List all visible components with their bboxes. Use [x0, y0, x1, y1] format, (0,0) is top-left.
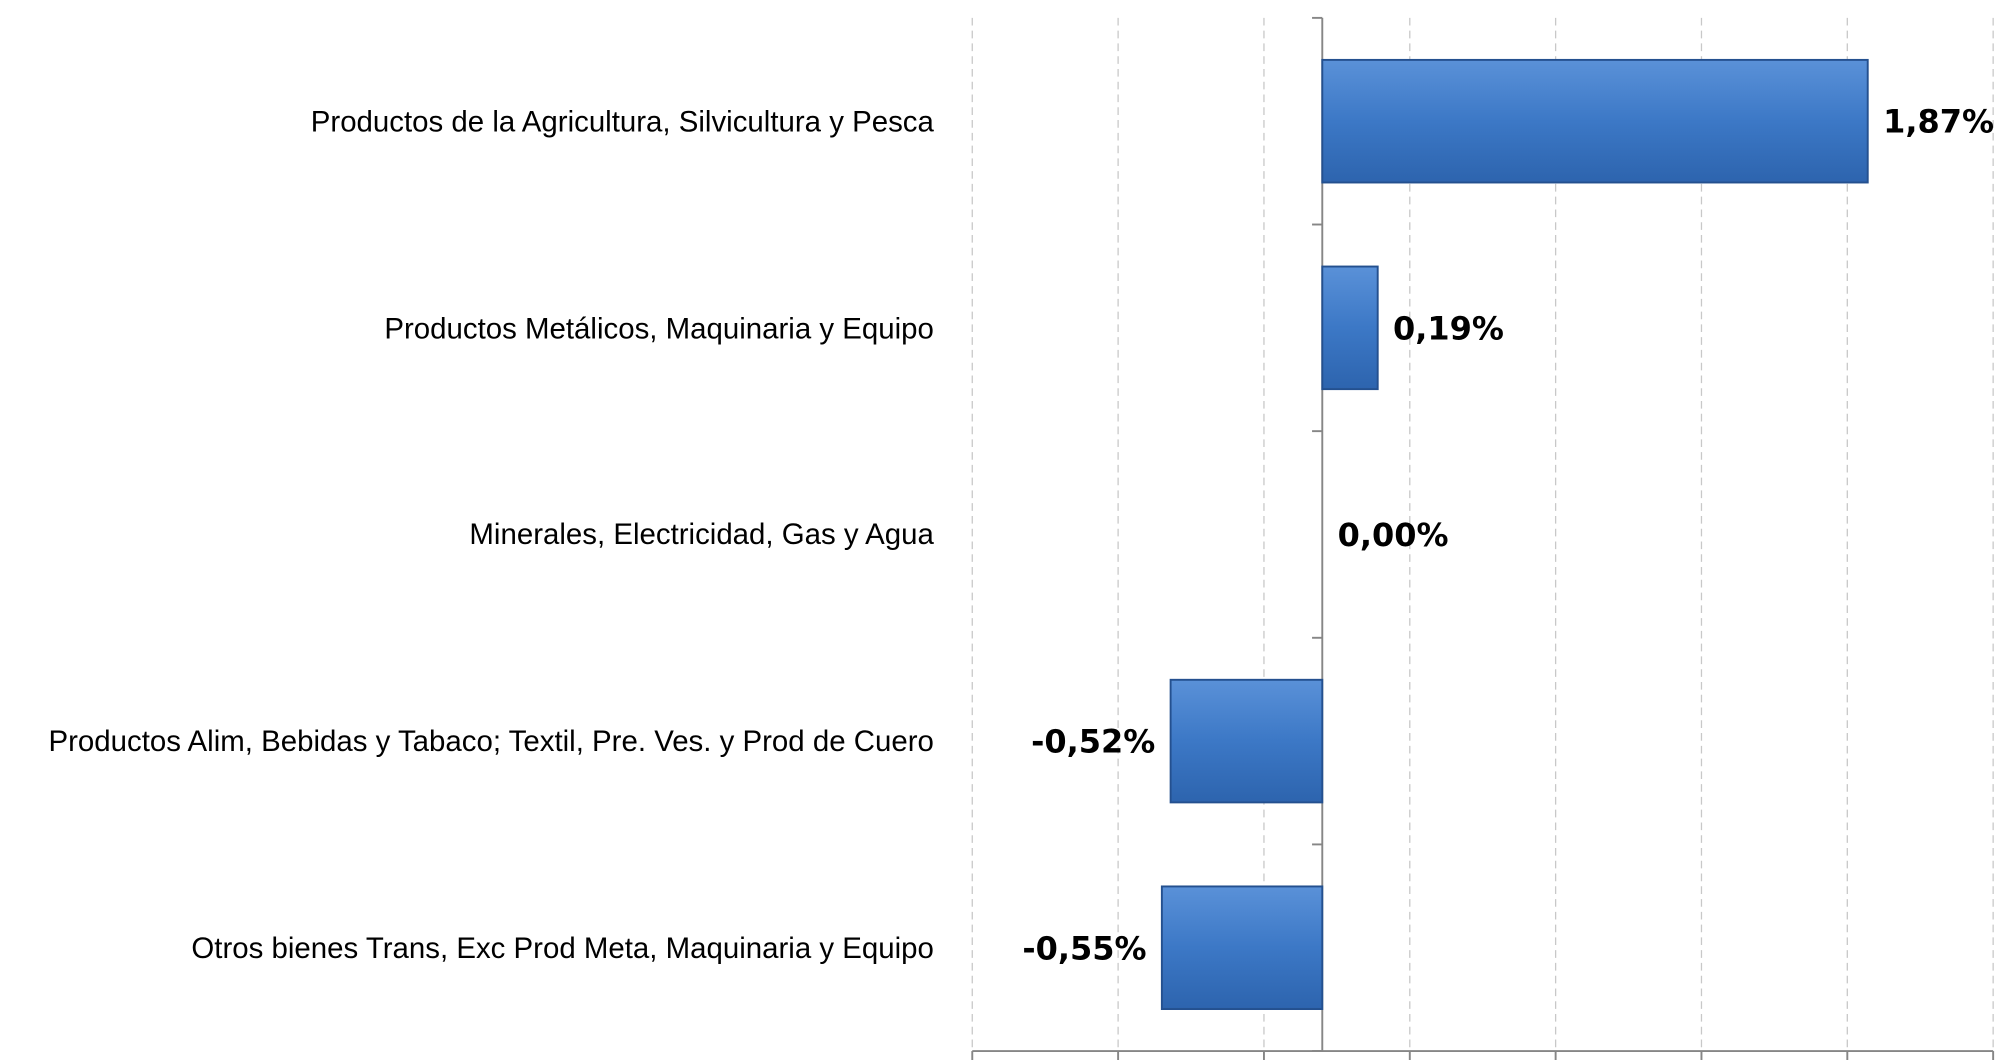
- value-label: -0,55%: [1022, 929, 1146, 967]
- bar: [1321, 58, 1869, 184]
- y-tick-label: Minerales, Electricidad, Gas y Agua: [0, 431, 934, 638]
- value-label: 1,87%: [1883, 103, 1994, 141]
- value-label: 0,19%: [1393, 309, 1504, 347]
- category-label: Productos de la Agricultura, Silvicultur…: [310, 104, 934, 138]
- category-label: Productos Metálicos, Maquinaria y Equipo: [384, 311, 934, 345]
- value-label: -0,52%: [1031, 723, 1155, 761]
- category-label: Minerales, Electricidad, Gas y Agua: [469, 517, 934, 552]
- bar: [1160, 885, 1324, 1010]
- y-tick-label: Productos Alim, Bebidas y Tabaco; Textil…: [0, 638, 934, 845]
- bar: [1169, 678, 1324, 804]
- y-tick-label: Otros bienes Trans, Exc Prod Meta, Maqui…: [0, 844, 934, 1051]
- y-tick-label: Productos Metálicos, Maquinaria y Equipo: [0, 225, 934, 432]
- value-label: 0,00%: [1338, 516, 1449, 554]
- category-label: Otros bienes Trans, Exc Prod Meta, Maqui…: [191, 931, 934, 965]
- category-label: Productos Alim, Bebidas y Tabaco; Textil…: [48, 724, 934, 758]
- y-tick-label: Productos de la Agricultura, Silvicultur…: [0, 18, 934, 225]
- bar: [1321, 265, 1379, 391]
